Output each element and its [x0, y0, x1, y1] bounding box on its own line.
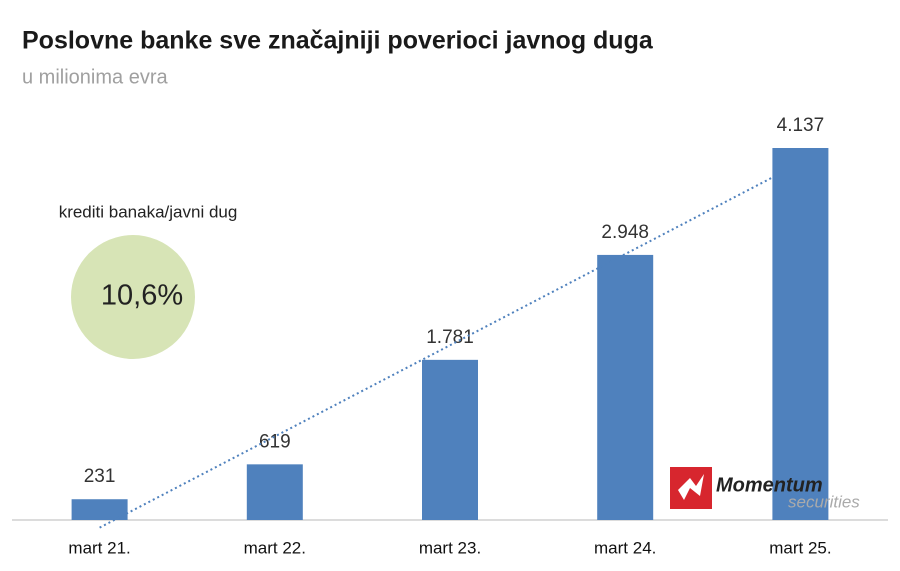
annotation-circle: [71, 235, 195, 359]
chart-title: Poslovne banke sve značajniji poverioci …: [22, 27, 654, 55]
value-label: 619: [259, 431, 291, 452]
chart-subtitle: u milionima evra: [22, 66, 168, 88]
logo-glyph: [678, 474, 704, 500]
trendline: [99, 176, 773, 529]
bar: [246, 464, 303, 520]
bar: [71, 499, 128, 520]
x-tick-label: mart 23.: [419, 538, 481, 557]
value-label: 1.781: [426, 327, 474, 348]
annotation-label: krediti banaka/javni dug: [59, 202, 238, 221]
logo-sub: securities: [788, 492, 860, 511]
bar: [597, 254, 654, 520]
x-tick-label: mart 21.: [68, 538, 130, 557]
logo-name: Momentum: [716, 474, 823, 496]
value-label: 231: [84, 466, 116, 487]
value-label: 4.137: [777, 115, 825, 136]
logo: securities Momentum: [670, 467, 860, 511]
value-label: 2.948: [601, 222, 649, 243]
x-tick-label: mart 24.: [594, 538, 656, 557]
x-tick-label: mart 25.: [769, 538, 831, 557]
x-tick-label: mart 22.: [244, 538, 306, 557]
annotation-value: 10,6%: [101, 280, 183, 312]
bar: [422, 359, 478, 520]
bar: [772, 148, 829, 520]
